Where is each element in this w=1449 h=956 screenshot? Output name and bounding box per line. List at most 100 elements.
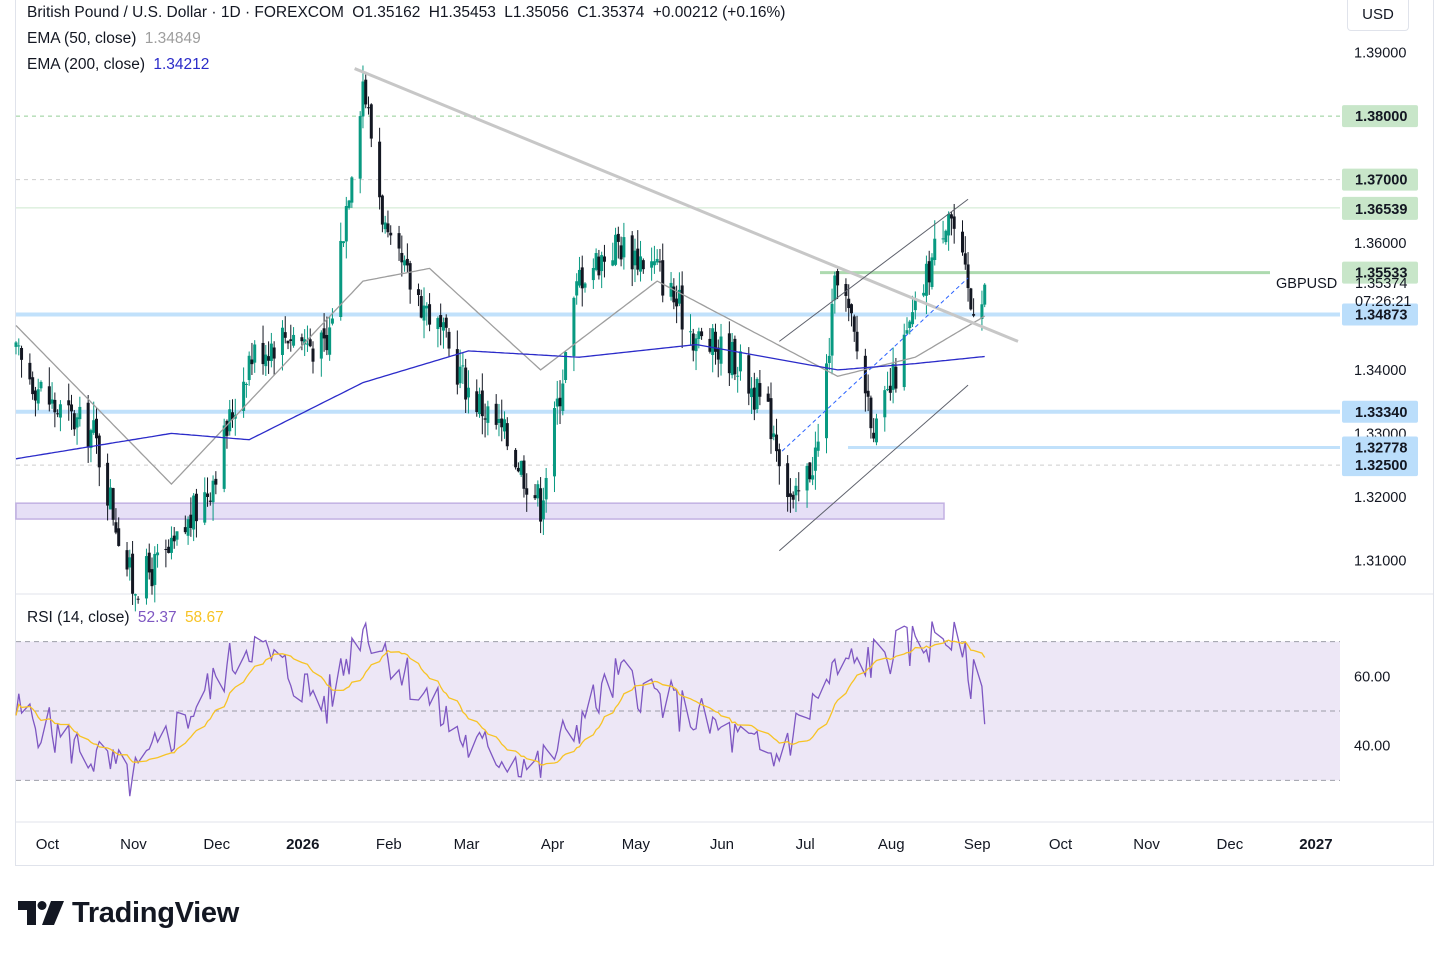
candle-body — [503, 419, 507, 432]
candle-body — [641, 260, 645, 270]
candle-body — [500, 418, 504, 428]
candle-body — [167, 546, 171, 553]
candle-body — [552, 408, 556, 477]
candle-body — [952, 216, 956, 229]
candle-body — [416, 289, 420, 296]
tradingview-logo[interactable]: TradingView — [18, 893, 239, 933]
candle-body — [283, 332, 287, 338]
candle-body — [824, 363, 828, 439]
chart-canvas[interactable]: 1.390001.360001.340001.330001.320001.310… — [0, 0, 1449, 880]
candle-body — [713, 331, 717, 352]
candle-body — [267, 356, 271, 361]
candle-body — [478, 394, 482, 415]
time-axis-label: Aug — [878, 836, 905, 853]
candle-body — [944, 230, 948, 243]
candle-body — [661, 260, 665, 296]
rsi-axis-tick: 40.00 — [1354, 739, 1390, 755]
candle-body — [131, 553, 135, 594]
candle-body — [658, 261, 662, 263]
candle-body — [525, 488, 529, 495]
candle-body — [908, 321, 912, 328]
candle-body — [874, 418, 878, 443]
price-tag-green: 1.37000 — [1355, 173, 1407, 189]
candle-body — [830, 303, 834, 356]
candle-body — [849, 304, 853, 314]
candle-body — [328, 327, 332, 355]
price-tag-green: 1.38000 — [1355, 109, 1407, 125]
candle-body — [28, 362, 32, 380]
symbol-title[interactable]: British Pound / U.S. Dollar · 1D · FOREX… — [27, 4, 344, 21]
candle-body — [436, 318, 440, 329]
support-zone — [15, 502, 945, 520]
change-value: +0.00212 (+0.16%) — [652, 4, 786, 21]
candle-body — [70, 404, 74, 412]
candle-body — [544, 477, 548, 500]
candle-body — [580, 267, 584, 289]
candle-body — [206, 493, 210, 497]
candle-body — [222, 425, 226, 489]
candle-body — [969, 288, 973, 310]
candle-body — [852, 316, 856, 332]
legend-rsi-row[interactable]: RSI (14, close) 52.37 58.67 — [27, 609, 228, 627]
price-tag-green-bg — [1342, 168, 1418, 191]
candle-body — [505, 423, 509, 447]
candle-body — [78, 406, 82, 420]
candle-body — [108, 487, 112, 510]
candle-body — [364, 79, 368, 105]
ema200-label: EMA (200, close) — [27, 56, 146, 73]
candle-body — [961, 231, 965, 253]
candle-body — [924, 263, 928, 296]
candle-body — [194, 493, 198, 522]
candle-body — [214, 478, 218, 485]
candle-body — [53, 399, 57, 413]
candle-body — [775, 434, 779, 452]
candle-body — [972, 314, 976, 316]
candle-body — [786, 463, 790, 498]
candle-body — [883, 390, 887, 418]
candle-body — [716, 347, 720, 360]
legend-ema200-row[interactable]: EMA (200, close) 1.34212 — [27, 56, 213, 74]
legend-ema50-row[interactable]: EMA (50, close) 1.34849 — [27, 30, 205, 48]
candle-body — [602, 256, 606, 262]
candle-body — [186, 519, 190, 536]
candle-body — [514, 449, 518, 468]
candle-body — [911, 312, 915, 325]
candle-body — [650, 261, 654, 268]
candle-body — [983, 284, 987, 305]
candle-body — [933, 238, 937, 260]
candle-body — [591, 267, 595, 281]
candle-body — [405, 258, 409, 266]
candle-body — [311, 348, 315, 362]
candle-body — [383, 222, 387, 230]
candle-body — [677, 289, 681, 304]
candle-body — [891, 363, 895, 390]
candle-body — [97, 435, 101, 468]
candle-body — [192, 495, 196, 530]
candle-body — [766, 393, 770, 402]
candle-body — [203, 492, 207, 523]
candle-body — [752, 387, 756, 410]
candle-body — [125, 550, 129, 570]
candle-body — [369, 104, 373, 139]
currency-button[interactable]: USD — [1347, 0, 1409, 31]
candle-body — [652, 261, 656, 266]
candle-body — [428, 304, 432, 325]
candle-body — [344, 206, 348, 242]
time-axis-label: Mar — [454, 836, 480, 853]
rsi-ma-value: 58.67 — [184, 609, 224, 626]
candle-body — [561, 383, 565, 411]
candle-body — [50, 399, 54, 404]
price-axis-tick: 1.34000 — [1354, 363, 1406, 379]
candle-body — [31, 377, 35, 395]
candle-body — [622, 237, 626, 258]
candle-body — [47, 386, 51, 405]
candle-body — [708, 338, 712, 352]
candle-body — [827, 355, 831, 364]
candle-body — [403, 260, 407, 266]
candle-body — [688, 331, 692, 333]
candle-body — [397, 233, 401, 249]
candle-body — [144, 556, 148, 599]
candle-body — [619, 245, 623, 260]
candle-body — [483, 418, 487, 420]
time-axis-label: 2027 — [1299, 836, 1332, 853]
